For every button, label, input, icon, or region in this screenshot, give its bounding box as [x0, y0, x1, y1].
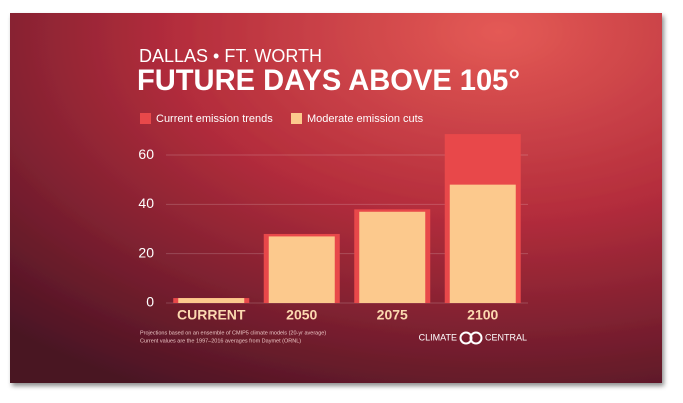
chart-subtitle: DALLAS • FT. WORTH [139, 46, 322, 66]
legend-label: Moderate emission cuts [307, 113, 424, 125]
x-tick-label: 2075 [377, 307, 408, 323]
x-tick-label: 2100 [467, 307, 498, 323]
logo-icon [469, 331, 483, 345]
x-tick-label: 2050 [286, 307, 317, 323]
legend-label: Current emission trends [156, 113, 273, 125]
frame [10, 13, 662, 383]
logo-text: CLIMATE [419, 332, 457, 342]
legend-swatch [140, 113, 151, 124]
chart-title: FUTURE DAYS ABOVE 105° [137, 64, 520, 97]
y-tick-label: 0 [146, 294, 154, 310]
footnote: Current values are the 1997–2016 average… [140, 338, 301, 344]
logo: CLIMATE CENTRAL [419, 331, 527, 345]
bar [178, 298, 245, 303]
y-tick-label: 40 [138, 195, 154, 211]
y-tick-label: 60 [138, 146, 154, 162]
y-tick-label: 20 [138, 244, 154, 260]
bar [359, 211, 426, 303]
legend-swatch [291, 113, 302, 124]
bar [449, 184, 516, 303]
logo-text: CENTRAL [485, 332, 527, 342]
x-tick-label: CURRENT [177, 307, 246, 323]
bar [268, 236, 335, 303]
footnote: Projections based on an ensemble of CMIP… [140, 330, 326, 336]
